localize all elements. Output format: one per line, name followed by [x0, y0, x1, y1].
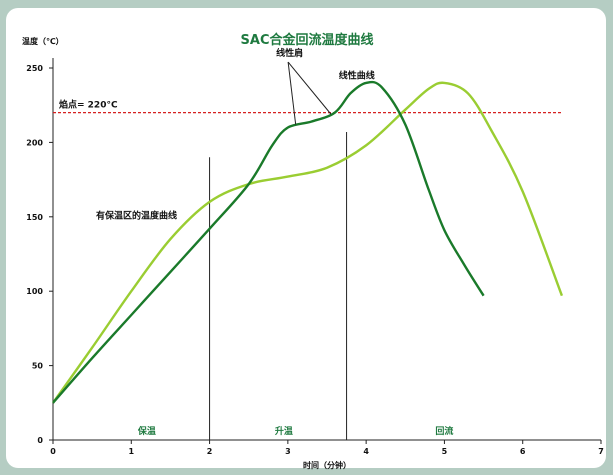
phase-label: 回流	[435, 425, 453, 437]
annotation-pointer	[287, 61, 332, 115]
chart-frame	[6, 8, 606, 468]
phase-label: 保温	[137, 425, 156, 437]
x-tick-label: 3	[285, 447, 291, 456]
y-tick-label: 200	[26, 138, 43, 147]
x-tick-label: 0	[50, 447, 56, 456]
y-axis-label: 温度（℃）	[22, 36, 64, 46]
y-tick-label: 100	[26, 287, 43, 296]
plot-area: 0 50 100 150 200 250 0 1 2 3 4 5 6 7 焰点= 220°C 线性肩线性曲线有…	[26, 47, 603, 456]
series-line-0	[52, 80, 485, 404]
x-tick-label: 5	[442, 447, 448, 456]
annotation-label: 线性曲线	[339, 69, 375, 81]
series-line-1	[52, 81, 564, 404]
chart-title: SAC合金回流温度曲线	[241, 32, 374, 48]
x-axis-label: 时间（分钟）	[303, 460, 351, 470]
x-tick-label: 6	[520, 447, 526, 456]
phase-label: 升温	[275, 425, 293, 437]
x-tick-label: 2	[207, 447, 213, 456]
x-tick-label: 1	[128, 447, 134, 456]
y-tick-label: 250	[26, 64, 43, 73]
y-tick-label: 150	[26, 213, 43, 222]
y-tick-label: 50	[32, 362, 44, 371]
y-tick-label: 0	[37, 436, 43, 445]
annotation-label: 线性肩	[276, 47, 303, 59]
reference-line-label: 焰点= 220°C	[59, 99, 118, 111]
x-tick-label: 7	[598, 447, 604, 456]
annotation-label: 有保温区的温度曲线	[96, 209, 177, 221]
x-tick-label: 4	[363, 447, 369, 456]
annotation-pointer	[287, 62, 297, 125]
